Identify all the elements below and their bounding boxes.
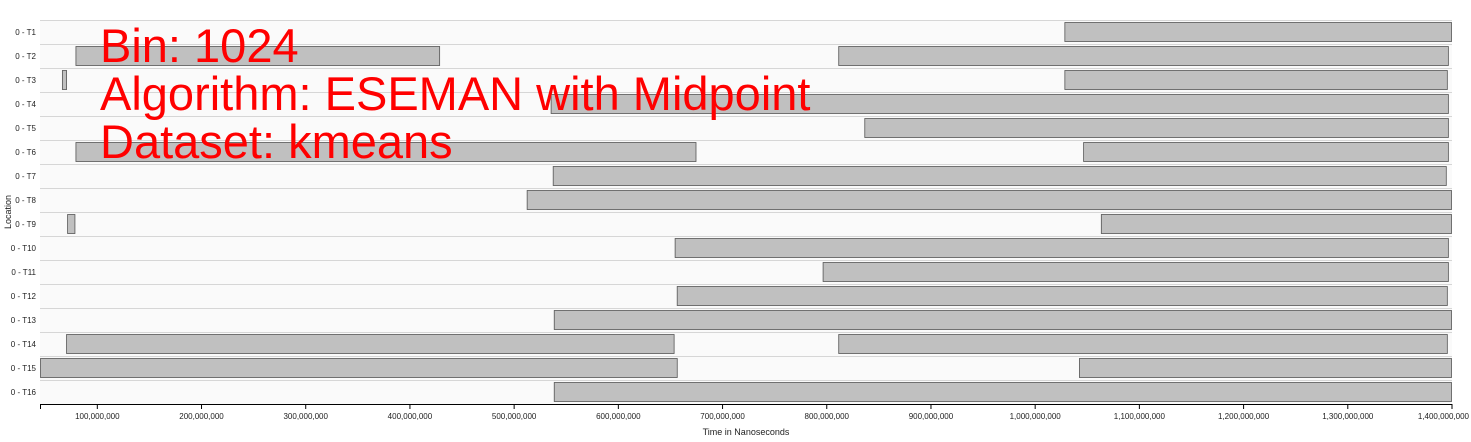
interval-bar <box>66 334 675 354</box>
interval-bar <box>553 310 1452 330</box>
x-tick-label: 1,400,000,000 <box>1418 412 1470 421</box>
y-tick-label: 0 - T7 <box>15 172 36 181</box>
interval-bar <box>526 190 1452 210</box>
interval-bar <box>1079 358 1452 378</box>
y-tick-label: 0 - T8 <box>15 196 36 205</box>
interval-bar <box>674 238 1449 258</box>
y-tick-label: 0 - T11 <box>11 268 36 277</box>
x-tick-label: 500,000,000 <box>492 412 537 421</box>
interval-bar <box>75 142 697 162</box>
x-tick-label: 900,000,000 <box>909 412 954 421</box>
x-tick-label: 300,000,000 <box>283 412 328 421</box>
y-tick-label: 0 - T6 <box>15 148 36 157</box>
interval-bar <box>61 70 67 90</box>
y-tick-labels: 0 - T1 0 - T2 0 - T3 0 - T4 0 - T5 0 - T6 0 - … <box>11 28 37 397</box>
interval-bar <box>75 46 441 66</box>
y-axis-label: Location <box>3 195 13 229</box>
x-axis: 100,000,000 200,000,000 300,000,000 400,000… <box>40 404 1470 421</box>
interval-bar <box>838 46 1449 66</box>
x-axis-label: Time in Nanoseconds <box>703 427 790 437</box>
y-tick-label: 0 - T16 <box>11 388 37 397</box>
y-tick-label: 0 - T5 <box>15 124 36 133</box>
interval-bar <box>676 286 1448 306</box>
y-tick-label: 0 - T13 <box>11 316 37 325</box>
interval-bar <box>552 166 1447 186</box>
interval-bar <box>550 94 1449 114</box>
y-tick-label: 0 - T4 <box>15 100 36 109</box>
x-tick-label: 100,000,000 <box>75 412 120 421</box>
y-tick-label: 0 - T1 <box>15 28 36 37</box>
x-tick-label: 1,100,000,000 <box>1114 412 1166 421</box>
x-tick-label: 1,300,000,000 <box>1322 412 1374 421</box>
x-tick-label: 800,000,000 <box>805 412 850 421</box>
interval-bar <box>40 358 678 378</box>
interval-bar <box>1083 142 1449 162</box>
y-tick-label: 0 - T9 <box>15 220 36 229</box>
interval-bar <box>1064 22 1452 42</box>
interval-bar <box>838 334 1448 354</box>
interval-bars <box>40 22 1452 402</box>
interval-bar <box>67 214 76 234</box>
interval-bar <box>553 382 1452 402</box>
x-tick-label: 700,000,000 <box>700 412 745 421</box>
y-tick-label: 0 - T15 <box>11 364 37 373</box>
y-tick-label: 0 - T10 <box>11 244 37 253</box>
y-tick-label: 0 - T14 <box>11 340 37 349</box>
interval-bar <box>1064 70 1448 90</box>
y-tick-label: 0 - T2 <box>15 52 36 61</box>
x-tick-label: 200,000,000 <box>179 412 224 421</box>
interval-bar <box>822 262 1449 282</box>
x-tick-label: 1,000,000,000 <box>1010 412 1062 421</box>
y-tick-label: 0 - T3 <box>15 76 36 85</box>
x-tick-label: 1,200,000,000 <box>1218 412 1270 421</box>
interval-bar <box>864 118 1449 138</box>
x-tick-label: 400,000,000 <box>388 412 433 421</box>
interval-bar <box>1100 214 1452 234</box>
y-tick-label: 0 - T12 <box>11 292 37 301</box>
x-tick-label: 600,000,000 <box>596 412 641 421</box>
